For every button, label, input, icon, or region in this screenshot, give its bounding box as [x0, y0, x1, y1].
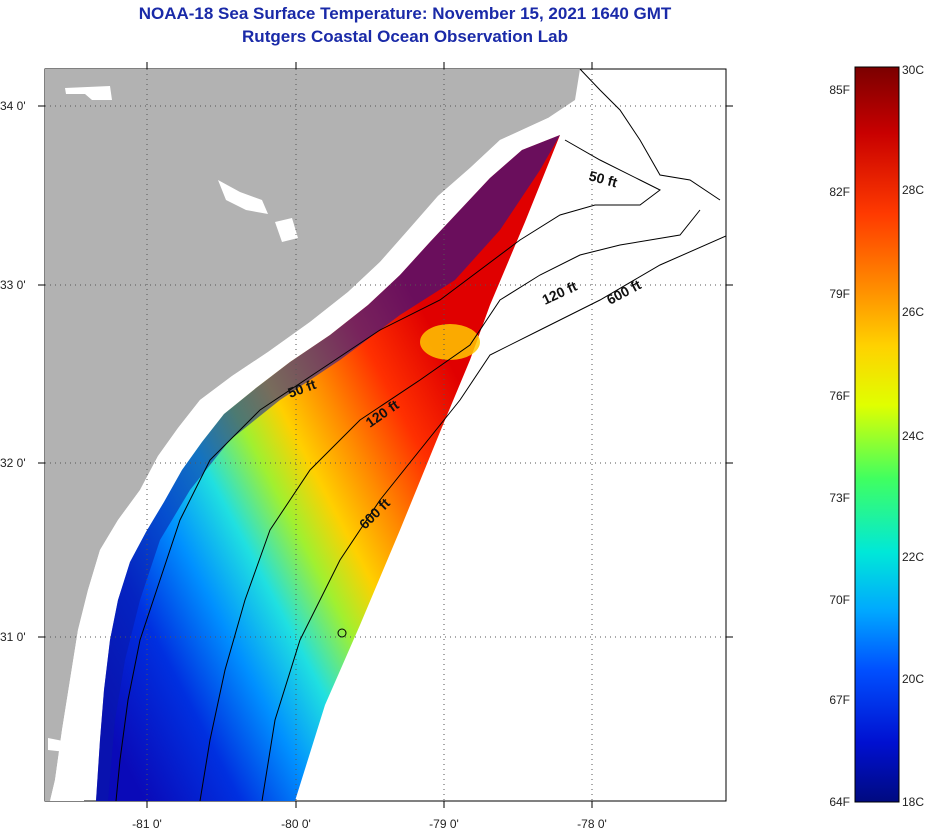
lake-patch: [275, 218, 298, 242]
contour-label-50ft: 50 ft: [587, 167, 619, 190]
nearshore-cool-overlay: [96, 135, 560, 801]
axis-ticks: [38, 62, 733, 808]
map-title: NOAA-18 Sea Surface Temperature: Novembe…: [138, 4, 672, 23]
colorbar-label-c: 18C: [902, 795, 924, 809]
lat-label: 32 0': [0, 456, 26, 470]
colorbar-label-f: 85F: [829, 83, 850, 97]
colorbar-label-f: 67F: [829, 693, 850, 707]
map-subtitle: Rutgers Coastal Ocean Observation Lab: [242, 27, 568, 46]
coastline: [579, 69, 721, 201]
depth-contours: [115, 139, 726, 801]
colorbar-label-f: 79F: [829, 287, 850, 301]
lat-label: 34 0': [0, 99, 26, 113]
lon-label: -80 0': [281, 817, 311, 831]
lake-patch: [48, 738, 68, 752]
lat-label: 31 0': [0, 630, 26, 644]
colorbar-label-c: 22C: [902, 550, 924, 564]
warm-eddy: [420, 324, 480, 360]
colorbar-label-c: 20C: [902, 672, 924, 686]
lake-patch: [65, 86, 112, 100]
land-area: [45, 69, 580, 801]
lon-label: -79 0': [429, 817, 459, 831]
lon-label: -81 0': [132, 817, 162, 831]
graticule: [45, 69, 726, 801]
buoy-marker: [337, 628, 347, 638]
colorbar-label-f: 73F: [829, 491, 850, 505]
colorbar-gradient: [854, 66, 900, 803]
lake-patch: [218, 180, 268, 214]
colorbar-label-f: 64F: [829, 795, 850, 809]
colorbar-label-c: 30C: [902, 63, 924, 77]
colorbar-label-f: 82F: [829, 185, 850, 199]
colorbar-label-c: 26C: [902, 305, 924, 319]
lat-label: 33 0': [0, 278, 26, 292]
sst-swath: [96, 135, 560, 801]
colorbar-label-f: 70F: [829, 593, 850, 607]
colorbar-label-f: 76F: [829, 389, 850, 403]
colorbar-label-c: 24C: [902, 429, 924, 443]
colorbar-label-c: 28C: [902, 183, 924, 197]
lon-label: -78 0': [577, 817, 607, 831]
